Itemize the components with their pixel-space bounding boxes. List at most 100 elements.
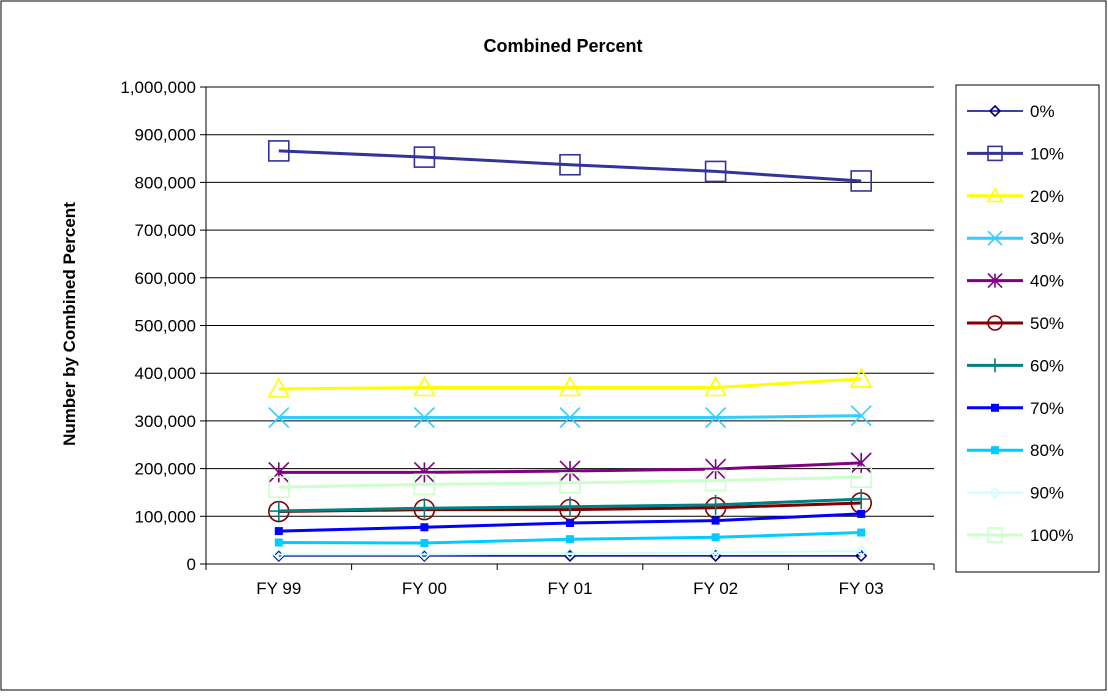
marker-square: [267, 140, 290, 162]
marker-filled-square: [274, 538, 283, 547]
marker-square: [559, 153, 581, 176]
y-tick-label: 0: [187, 555, 196, 574]
marker-star: [850, 452, 872, 474]
y-tick-label: 1,000,000: [120, 78, 196, 97]
marker-filled-square: [566, 535, 574, 544]
marker-x: [987, 230, 1003, 246]
chart-title: Combined Percent: [483, 36, 642, 56]
series-layer: [267, 140, 873, 563]
marker-triangle: [413, 375, 436, 397]
series-80-pct: [274, 528, 866, 548]
legend-label: 20%: [1030, 187, 1064, 206]
legend-label: 30%: [1030, 229, 1064, 248]
marker-filled-square: [857, 509, 866, 518]
marker-square: [559, 472, 581, 494]
marker-diamond: [855, 544, 868, 558]
marker-diamond: [988, 486, 1002, 499]
marker-filled-square: [991, 403, 999, 412]
marker-square: [850, 170, 873, 192]
legend-label: 90%: [1030, 484, 1064, 503]
series-10-pct: [267, 140, 873, 192]
y-tick-label: 500,000: [135, 317, 196, 336]
marker-plus: [851, 489, 872, 510]
series-line: [278, 475, 862, 489]
marker-plus: [705, 494, 726, 515]
marker-filled-square: [711, 533, 720, 542]
legend-item: 80%: [967, 441, 1064, 460]
legend-item: 70%: [967, 399, 1064, 418]
y-tick-label: 800,000: [135, 173, 196, 192]
marker-diamond: [988, 104, 1002, 118]
marker-diamond: [709, 546, 722, 559]
marker-plus: [414, 498, 435, 519]
marker-x: [413, 406, 435, 429]
marker-diamond: [563, 547, 577, 560]
legend-label: 10%: [1030, 144, 1064, 163]
marker-filled-square: [991, 446, 999, 455]
marker-filled-square: [711, 516, 720, 525]
series-line: [278, 550, 862, 556]
marker-diamond: [855, 549, 868, 563]
series-70-pct: [274, 509, 866, 536]
legend-item: 20%: [967, 187, 1064, 206]
marker-square: [413, 146, 436, 168]
x-tick-label: FY 03: [839, 579, 884, 598]
series-90-pct: [272, 544, 868, 561]
y-tick-label: 300,000: [135, 412, 196, 431]
y-axis-label: Number by Combined Percent: [60, 202, 79, 446]
legend-item: 100%: [967, 526, 1073, 545]
marker-x: [850, 405, 872, 427]
marker-filled-square: [274, 527, 283, 536]
marker-filled-square: [420, 539, 429, 548]
x-tick-label: FY 01: [547, 579, 592, 598]
legend-item: 40%: [967, 272, 1064, 291]
marker-square: [850, 466, 873, 488]
legend-box: [955, 84, 1100, 573]
y-tick-label: 200,000: [135, 460, 196, 479]
marker-x: [268, 406, 290, 429]
marker-plus: [560, 496, 580, 517]
marker-square: [987, 145, 1003, 162]
marker-filled-square: [566, 518, 574, 527]
series-60-pct: [268, 489, 872, 522]
y-tick-label: 100,000: [135, 507, 196, 526]
marker-plus: [268, 501, 289, 522]
y-tick-label: 900,000: [135, 126, 196, 145]
marker-square: [704, 469, 727, 492]
y-tick-label: 700,000: [135, 221, 196, 240]
marker-diamond: [272, 548, 285, 561]
legend-label: 0%: [1030, 102, 1055, 121]
marker-triangle: [558, 375, 582, 397]
marker-star: [705, 458, 727, 480]
legend: 0% 10% 20% 30% 40% 50% 60% 70% 80% 90% 100%: [955, 84, 1100, 573]
legend-label: 100%: [1030, 526, 1073, 545]
y-tick-label: 400,000: [135, 364, 196, 383]
marker-star: [987, 273, 1003, 289]
marker-circle: [987, 315, 1003, 331]
legend-item: 60%: [967, 356, 1064, 375]
marker-filled-square: [857, 528, 866, 537]
legend-item: 10%: [967, 144, 1064, 163]
marker-square: [267, 476, 290, 499]
legend-item: 50%: [967, 314, 1064, 333]
x-tick-label: FY 02: [693, 579, 738, 598]
axes: 0 100,000 200,000 300,000 400,000 500,000 600,…: [120, 78, 935, 598]
marker-plus: [988, 358, 1002, 373]
legend-label: 50%: [1030, 314, 1064, 333]
x-tick-label: FY 00: [402, 579, 447, 598]
legend-label: 70%: [1030, 399, 1064, 418]
marker-filled-square: [420, 523, 429, 532]
marker-triangle: [849, 367, 873, 388]
marker-triangle: [267, 377, 291, 398]
series-line: [278, 149, 862, 183]
legend-item: 0%: [967, 102, 1055, 121]
marker-star: [413, 461, 435, 483]
series-40-pct: [268, 452, 872, 483]
x-tick-label: FY 99: [256, 579, 301, 598]
marker-triangle: [704, 375, 727, 397]
marker-triangle: [986, 187, 1004, 203]
y-tick-label: 600,000: [135, 269, 196, 288]
marker-diamond: [418, 548, 431, 561]
